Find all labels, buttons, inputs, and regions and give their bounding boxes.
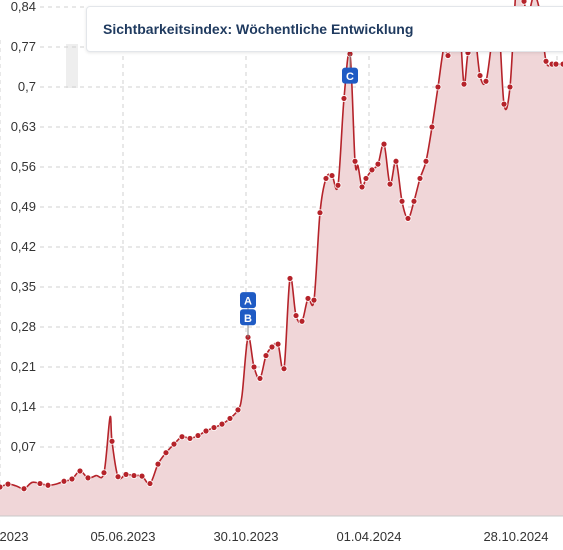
- data-point-21: [194, 432, 202, 439]
- data-point-46: [358, 183, 366, 191]
- data-point-5: [60, 477, 68, 485]
- x-tick-label-2: 30.10.2023: [213, 529, 278, 544]
- data-point-49: [374, 160, 382, 168]
- data-point-31: [268, 343, 276, 351]
- data-point-80: [542, 57, 550, 65]
- x-tick-label-4: 28.10.2024: [483, 529, 548, 544]
- data-point-51: [386, 180, 394, 188]
- chart-title: Sichtbarkeitsindex: Wöchentliche Entwick…: [103, 21, 414, 37]
- data-point-38: [310, 296, 318, 304]
- data-point-58: [428, 123, 436, 131]
- data-point-24: [218, 420, 226, 428]
- data-point-53: [398, 197, 406, 205]
- data-point-16: [154, 460, 162, 468]
- y-tick-label-2: 0,21: [11, 359, 36, 374]
- data-point-11: [114, 473, 122, 481]
- marker-c-badge: [342, 67, 358, 84]
- y-tick-label-10: 0,77: [11, 39, 36, 54]
- data-point-65: [460, 80, 468, 88]
- data-point-28: [250, 363, 258, 371]
- data-point-9: [100, 469, 108, 477]
- data-point-52: [392, 157, 400, 165]
- y-tick-label-8: 0,63: [11, 119, 36, 134]
- data-point-32: [274, 340, 282, 348]
- data-point-0: [0, 483, 4, 491]
- y-tick-label-3: 0,28: [11, 319, 36, 334]
- data-point-36: [298, 317, 306, 325]
- data-point-69: [482, 77, 490, 85]
- data-point-50: [380, 140, 388, 148]
- data-point-83: [559, 60, 563, 68]
- y-tick-label-4: 0,35: [11, 279, 36, 294]
- data-point-55: [410, 197, 418, 205]
- data-point-73: [506, 83, 514, 91]
- data-point-25: [226, 415, 234, 422]
- data-point-13: [130, 472, 138, 479]
- data-point-29: [256, 375, 264, 382]
- data-point-33: [280, 365, 288, 373]
- data-point-59: [434, 83, 442, 91]
- y-tick-label-9: 0,7: [18, 79, 36, 94]
- data-point-82: [552, 60, 560, 68]
- data-point-12: [122, 471, 130, 478]
- data-point-26: [234, 406, 242, 414]
- data-point-19: [178, 433, 186, 441]
- marker-b-label: B: [244, 313, 252, 325]
- data-point-30: [262, 352, 270, 359]
- data-point-56: [416, 175, 424, 182]
- data-point-7: [76, 467, 84, 475]
- marker-a-label: A: [244, 296, 252, 308]
- y-tick-label-1: 0,14: [11, 399, 36, 414]
- data-point-76: [520, 0, 528, 5]
- y-tick-label-5: 0,42: [11, 239, 36, 254]
- data-point-47: [362, 175, 370, 182]
- data-point-8: [84, 474, 92, 482]
- data-point-43: [340, 95, 348, 102]
- marker-c-label: C: [346, 71, 354, 83]
- chart-title-box: Sichtbarkeitsindex: Wöchentliche Entwick…: [86, 6, 563, 52]
- data-point-41: [328, 172, 336, 179]
- data-point-42: [334, 181, 342, 189]
- data-point-61: [444, 52, 452, 59]
- data-point-6: [68, 475, 76, 483]
- data-point-14: [138, 472, 146, 480]
- y-tick-label-7: 0,56: [11, 159, 36, 174]
- data-point-1: [4, 480, 12, 488]
- data-point-72: [500, 100, 508, 108]
- y-tick-label-0: 0,07: [11, 439, 36, 454]
- data-point-40: [322, 175, 330, 182]
- series-area: [0, 0, 563, 516]
- data-point-39: [316, 209, 324, 217]
- x-tick-label-3: 01.04.2024: [336, 529, 401, 544]
- data-point-18: [170, 440, 178, 448]
- data-point-10: [108, 437, 116, 445]
- data-point-57: [422, 157, 430, 165]
- data-point-17: [162, 449, 170, 457]
- data-point-45: [351, 157, 359, 165]
- x-tick-label-0: 2023: [0, 529, 28, 544]
- y-tick-label-11: 0,84: [11, 0, 36, 14]
- data-point-22: [202, 427, 210, 435]
- data-point-20: [186, 435, 194, 442]
- data-point-54: [404, 215, 412, 222]
- data-point-37: [304, 295, 312, 302]
- data-point-68: [476, 72, 484, 79]
- data-point-23: [210, 424, 218, 431]
- data-point-15: [146, 480, 154, 487]
- y-axis-shade: [66, 44, 78, 88]
- data-point-3: [36, 480, 44, 487]
- y-tick-label-6: 0,49: [11, 199, 36, 214]
- marker-b-badge: [240, 309, 256, 326]
- x-tick-label-1: 05.06.2023: [90, 529, 155, 544]
- data-point-34: [286, 275, 294, 282]
- marker-a-badge: [240, 292, 256, 309]
- data-point-4: [44, 481, 52, 489]
- data-point-35: [292, 312, 300, 319]
- data-point-2: [20, 485, 28, 493]
- data-point-48: [368, 166, 376, 174]
